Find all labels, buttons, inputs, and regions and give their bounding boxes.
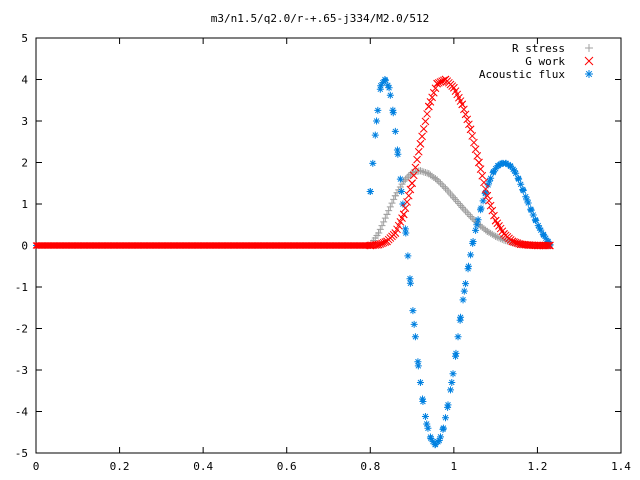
data-point [373,117,381,125]
series-acoustic-flux [33,76,554,449]
data-point [410,320,418,328]
x-tick-label: 1.2 [527,460,547,473]
legend-item: G work [525,55,594,68]
data-point [523,196,531,204]
data-point [460,287,468,295]
legend-label: R stress [512,42,565,55]
data-point [473,221,481,229]
series-dense-markers [366,75,553,250]
y-tick-label: -3 [15,364,28,377]
legend-label: Acoustic flux [479,68,565,81]
data-point [406,275,414,283]
y-tick-label: -4 [15,406,29,419]
data-point [398,188,406,196]
series-r-stress [33,167,554,249]
x-tick-label: 1.4 [611,460,631,473]
data-point [402,229,410,237]
y-tick-label: 5 [21,32,28,45]
y-tick-label: -1 [15,281,28,294]
x-tick-label: 1 [451,460,458,473]
series-dense-markers [366,167,553,249]
legend-item: Acoustic flux [479,68,593,81]
chart-title: m3/n1.5/q2.0/r-+.65-j334/M2.0/512 [211,12,430,25]
legend-marker [585,44,593,52]
y-tick-label: 0 [21,240,28,253]
data-point [448,378,456,386]
x-tick-label: 0 [33,460,40,473]
y-tick-label: 1 [21,198,28,211]
x-tick-label: 0.2 [110,460,130,473]
data-point [485,177,493,185]
x-tick-label: 0.6 [277,460,297,473]
data-point [536,224,544,232]
series-g-work [32,75,554,250]
data-point [414,362,422,370]
data-point [385,84,393,92]
data-point [423,420,431,428]
y-tick-label: -5 [15,447,28,460]
data-point [393,146,401,154]
y-tick-label: 2 [21,157,28,170]
y-axis: -5 -4 -3 -2 -1 0 1 2 3 4 5 [15,32,621,460]
legend-marker [585,70,593,78]
legend-label: G work [525,55,565,68]
series-dense-markers [366,76,552,448]
data-point [377,82,385,90]
legend-item: R stress [512,42,593,55]
x-tick-label: 0.4 [193,460,213,473]
y-tick-label: 3 [21,115,28,128]
x-axis: 0 0.2 0.4 0.6 0.8 1 1.2 1.4 [33,38,631,473]
y-tick-label: 4 [21,74,28,87]
y-tick-label: -2 [15,323,28,336]
x-tick-label: 0.8 [360,460,380,473]
series-layer [32,75,554,449]
legend-marker [584,56,594,66]
